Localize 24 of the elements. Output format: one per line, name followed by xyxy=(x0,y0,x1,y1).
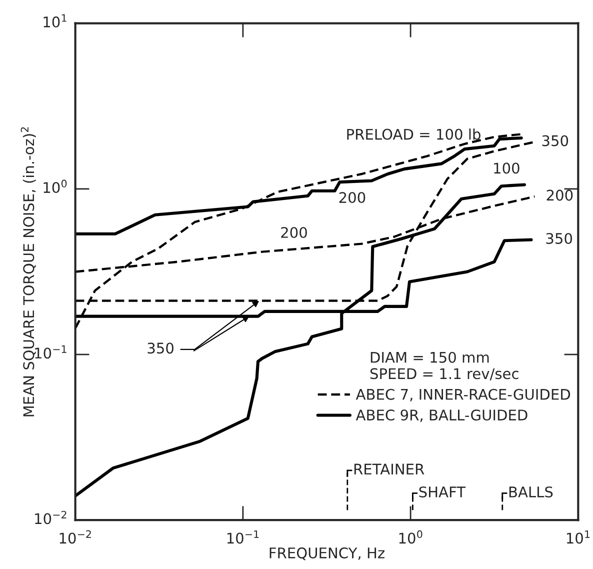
annotation: 350 xyxy=(148,342,174,354)
y-tick-label: 10$^{0}$ xyxy=(44,180,67,194)
y-tick-label: 10$^{−1}$ xyxy=(35,345,66,359)
ref-line-label: BALLS xyxy=(509,486,553,498)
x-tick-label: 10$^{1}$ xyxy=(566,530,590,544)
annotation: 200 xyxy=(546,190,573,201)
annotation: 200 xyxy=(281,226,307,238)
x-tick-label: 10$^{−1}$ xyxy=(227,530,259,544)
annotation: 100 xyxy=(494,162,520,174)
x-tick-label: 10$^{0}$ xyxy=(399,530,422,544)
annotation: 350 xyxy=(542,135,568,146)
x-tick-label: 10$^{−2}$ xyxy=(60,530,91,544)
y-axis-title: MEAN SQUARE TORQUE NOISE, (in.-oz)$^{2}$ xyxy=(20,127,36,416)
annotation: PRELOAD = 100 lb xyxy=(347,128,480,140)
annotation: 350 xyxy=(546,232,572,244)
annotation: 200 xyxy=(339,192,366,204)
y-tick-label: 10$^{−2}$ xyxy=(35,510,66,524)
legend-label: ABEC 9R, BALL-GUIDED xyxy=(356,410,528,422)
ref-line-label: SHAFT xyxy=(419,486,466,498)
legend-label: ABEC 7, INNER-RACE-GUIDED xyxy=(356,388,570,402)
y-tick-label: 10$^{1}$ xyxy=(44,14,66,28)
legend-title: DIAM = 150 mm SPEED = 1.1 rev/sec xyxy=(370,352,518,380)
ref-line-label: RETAINER xyxy=(354,464,424,474)
x-axis-title: FREQUENCY, Hz xyxy=(270,547,384,560)
